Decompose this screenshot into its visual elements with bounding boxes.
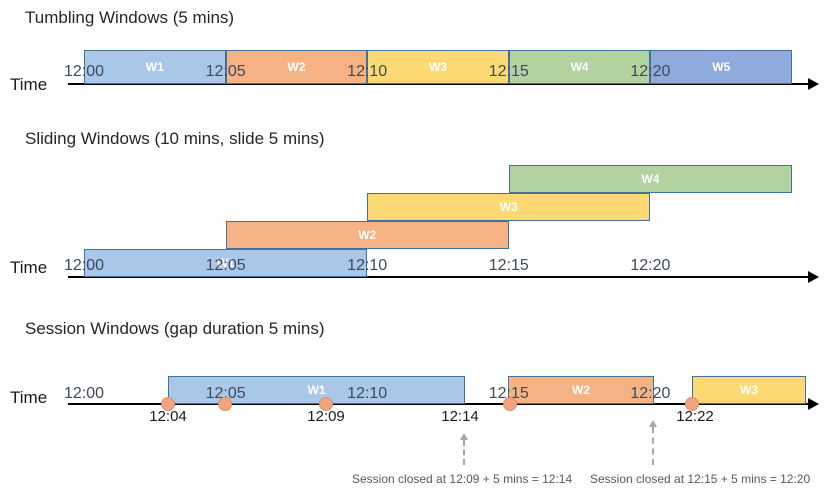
sliding-window-bar-w4: W4 (508, 165, 792, 193)
tumbling-window-bar-w5: W5 (650, 50, 792, 84)
event-dot (319, 397, 333, 411)
event-time-label: 12:09 (307, 408, 345, 425)
tumbling-time-axis-label: Time (10, 75, 48, 94)
session-time-axis (68, 403, 810, 405)
tumbling-section-title: Tumbling Windows (5 mins) (25, 8, 235, 27)
session-window-bar-w3: W3 (692, 376, 806, 404)
session-closed-annotation-2: Session closed at 12:15 + 5 mins = 12:20 (590, 472, 811, 486)
tumbling-window-bar-w3: W3 (367, 50, 509, 84)
session-window-bar-w2: W2 (508, 376, 654, 404)
session-time-axis-label: Time (10, 388, 48, 407)
axis-tick-label: 12:05 (205, 257, 246, 274)
tumbling-window-bar-w1: W1 (84, 50, 226, 84)
event-dot (685, 397, 699, 411)
axis-tick-label: 12:15 (488, 257, 529, 274)
session-close-arrow-line (463, 440, 465, 465)
axis-tick-label: 12:20 (630, 63, 671, 80)
sliding-window-bar-w3: W3 (367, 193, 651, 221)
session-close-arrow-up-icon (460, 433, 468, 440)
axis-tick-label: 12:00 (63, 257, 105, 274)
axis-tick-label: 12:05 (205, 385, 246, 402)
event-dot (218, 397, 232, 411)
tumbling-window-bar-w4: W4 (508, 50, 651, 84)
session-close-arrow-up-icon (649, 420, 657, 427)
session-axis-arrowhead-icon (808, 398, 819, 410)
axis-tick-label: 12:05 (205, 63, 246, 80)
axis-tick-label: 12:15 (488, 63, 529, 80)
axis-tick-label: 12:10 (347, 385, 388, 402)
axis-tick-label: 12:20 (630, 257, 671, 274)
event-time-label: 12:14 (441, 408, 479, 425)
sliding-time-axis-label: Time (10, 258, 48, 277)
axis-tick-label: 12:10 (347, 257, 388, 274)
session-close-arrow-line (652, 427, 654, 465)
sliding-axis-arrowhead-icon (808, 271, 819, 283)
tumbling-time-axis (68, 83, 810, 85)
event-time-label: 12:22 (676, 408, 714, 425)
session-section-title: Session Windows (gap duration 5 mins) (25, 319, 325, 338)
event-time-label: 12:04 (149, 408, 187, 425)
session-window-bar-w1: W1 (168, 376, 465, 404)
axis-tick-label: 12:10 (347, 63, 388, 80)
session-closed-annotation-1: Session closed at 12:09 + 5 mins = 12:14 (352, 472, 573, 486)
event-dot (503, 397, 517, 411)
sliding-window-bar-w2: W2 (225, 221, 509, 249)
axis-tick-label: 12:00 (63, 385, 105, 402)
axis-tick-label: 12:15 (488, 385, 529, 402)
axis-tick-label: 12:00 (63, 63, 105, 80)
sliding-section-title: Sliding Windows (10 mins, slide 5 mins) (25, 129, 325, 148)
axis-tick-label: 12:20 (630, 385, 671, 402)
tumbling-window-bar-w2: W2 (225, 50, 368, 84)
sliding-window-bar-w1: W1 (84, 249, 368, 277)
sliding-time-axis (68, 276, 810, 278)
event-dot (161, 397, 175, 411)
tumbling-axis-arrowhead-icon (808, 78, 819, 90)
